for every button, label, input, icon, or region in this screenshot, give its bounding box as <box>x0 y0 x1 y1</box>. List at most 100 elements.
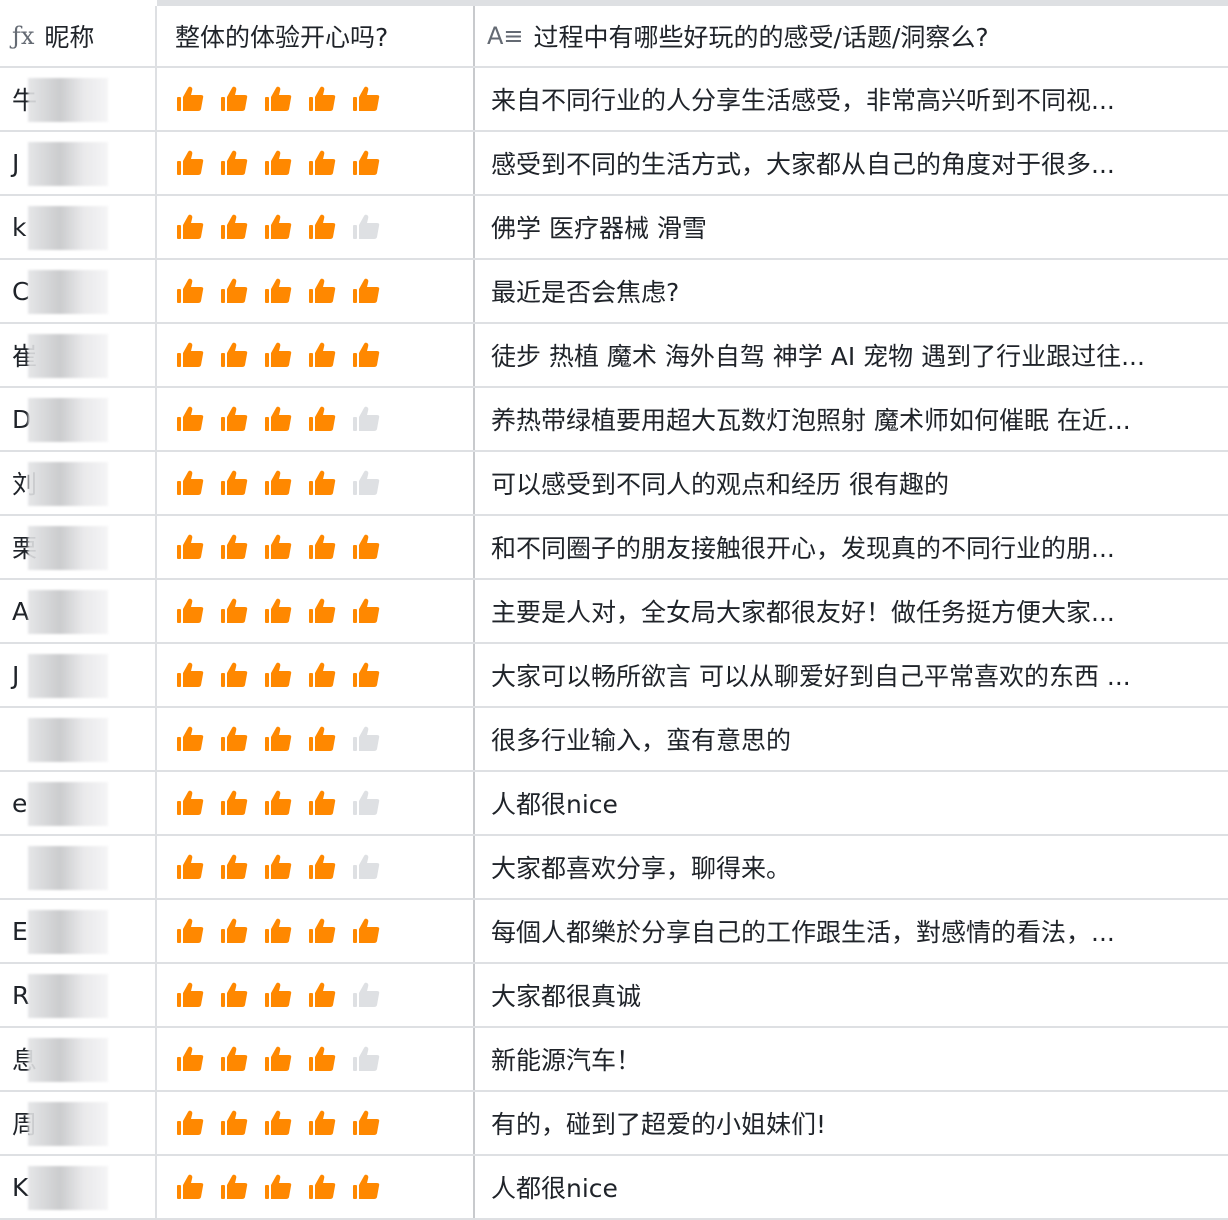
rating-cell[interactable] <box>157 68 475 130</box>
rating-cell[interactable] <box>157 836 475 898</box>
thumb-up-empty-icon[interactable] <box>351 788 381 818</box>
table-row[interactable]: 周 有的，碰到了超爱的小姐妹们! <box>0 1092 1228 1156</box>
thumb-up-filled-icon[interactable] <box>351 1108 381 1138</box>
rating-cell[interactable] <box>157 772 475 834</box>
thumb-up-filled-icon[interactable] <box>175 1108 205 1138</box>
table-row[interactable]: 很多行业输入，蛮有意思的 <box>0 708 1228 772</box>
thumb-up-filled-icon[interactable] <box>175 852 205 882</box>
name-cell[interactable]: E <box>0 900 157 962</box>
text-cell[interactable]: 徒步 热植 魔术 海外自驾 神学 AI 宠物 遇到了行业跟过往... <box>475 324 1228 386</box>
thumb-up-filled-icon[interactable] <box>307 212 337 242</box>
thumb-up-filled-icon[interactable] <box>175 84 205 114</box>
thumb-up-filled-icon[interactable] <box>263 596 293 626</box>
table-row[interactable]: J 感受到不同的生活方式，大家都从自己的角度对于很多... <box>0 132 1228 196</box>
thumb-up-filled-icon[interactable] <box>175 340 205 370</box>
table-row[interactable]: 崔 徒步 热植 魔术 海外自驾 神学 AI 宠物 遇到了行业跟过往... <box>0 324 1228 388</box>
thumb-up-filled-icon[interactable] <box>307 532 337 562</box>
thumb-up-filled-icon[interactable] <box>307 468 337 498</box>
text-cell[interactable]: 每個人都樂於分享自己的工作跟生活，對感情的看法，... <box>475 900 1228 962</box>
text-cell[interactable]: 佛学 医疗器械 滑雪 <box>475 196 1228 258</box>
table-row[interactable]: 大家都喜欢分享，聊得来。 <box>0 836 1228 900</box>
thumb-up-filled-icon[interactable] <box>175 788 205 818</box>
text-cell[interactable]: 可以感受到不同人的观点和经历 很有趣的 <box>475 452 1228 514</box>
table-row[interactable]: k 佛学 医疗器械 滑雪 <box>0 196 1228 260</box>
text-cell[interactable]: 养热带绿植要用超大瓦数灯泡照射 魔术师如何催眠 在近... <box>475 388 1228 450</box>
thumb-up-filled-icon[interactable] <box>263 660 293 690</box>
thumb-up-filled-icon[interactable] <box>263 340 293 370</box>
thumb-up-empty-icon[interactable] <box>351 404 381 434</box>
thumb-up-filled-icon[interactable] <box>307 84 337 114</box>
thumb-up-filled-icon[interactable] <box>219 788 249 818</box>
table-row[interactable]: 栗 和不同圈子的朋友接触很开心，发现真的不同行业的朋... <box>0 516 1228 580</box>
thumb-up-filled-icon[interactable] <box>175 1044 205 1074</box>
thumb-up-filled-icon[interactable] <box>263 788 293 818</box>
name-cell[interactable]: 栗 <box>0 516 157 578</box>
text-cell[interactable]: 很多行业输入，蛮有意思的 <box>475 708 1228 770</box>
thumb-up-filled-icon[interactable] <box>263 1044 293 1074</box>
thumb-up-empty-icon[interactable] <box>351 852 381 882</box>
table-row[interactable]: C 最近是否会焦虑? <box>0 260 1228 324</box>
thumb-up-filled-icon[interactable] <box>219 84 249 114</box>
thumb-up-empty-icon[interactable] <box>351 468 381 498</box>
thumb-up-filled-icon[interactable] <box>175 916 205 946</box>
thumb-up-filled-icon[interactable] <box>263 1172 293 1202</box>
text-cell[interactable]: 感受到不同的生活方式，大家都从自己的角度对于很多... <box>475 132 1228 194</box>
rating-cell[interactable] <box>157 644 475 706</box>
thumb-up-filled-icon[interactable] <box>307 596 337 626</box>
thumb-up-empty-icon[interactable] <box>351 1044 381 1074</box>
thumb-up-filled-icon[interactable] <box>263 916 293 946</box>
rating-cell[interactable] <box>157 324 475 386</box>
thumb-up-filled-icon[interactable] <box>263 468 293 498</box>
thumb-up-filled-icon[interactable] <box>351 916 381 946</box>
thumb-up-filled-icon[interactable] <box>307 852 337 882</box>
table-row[interactable]: 牛 来自不同行业的人分享生活感受，非常高兴听到不同视... <box>0 68 1228 132</box>
thumb-up-filled-icon[interactable] <box>351 340 381 370</box>
thumb-up-filled-icon[interactable] <box>219 532 249 562</box>
thumb-up-filled-icon[interactable] <box>307 788 337 818</box>
table-row[interactable]: e 人都很nice <box>0 772 1228 836</box>
rating-cell[interactable] <box>157 1028 475 1090</box>
thumb-up-filled-icon[interactable] <box>263 404 293 434</box>
thumb-up-filled-icon[interactable] <box>219 980 249 1010</box>
thumb-up-filled-icon[interactable] <box>219 724 249 754</box>
thumb-up-empty-icon[interactable] <box>351 212 381 242</box>
rating-cell[interactable] <box>157 1156 475 1218</box>
text-cell[interactable]: 主要是人对，全女局大家都很友好！做任务挺方便大家... <box>475 580 1228 642</box>
rating-cell[interactable] <box>157 260 475 322</box>
thumb-up-filled-icon[interactable] <box>263 724 293 754</box>
rating-cell[interactable] <box>157 196 475 258</box>
thumb-up-filled-icon[interactable] <box>175 212 205 242</box>
rating-cell[interactable] <box>157 516 475 578</box>
name-cell[interactable]: A <box>0 580 157 642</box>
name-cell[interactable]: 崔 <box>0 324 157 386</box>
thumb-up-filled-icon[interactable] <box>263 84 293 114</box>
thumb-up-filled-icon[interactable] <box>219 212 249 242</box>
thumb-up-filled-icon[interactable] <box>219 852 249 882</box>
name-cell[interactable]: 息 <box>0 1028 157 1090</box>
rating-cell[interactable] <box>157 580 475 642</box>
name-cell[interactable]: D <box>0 388 157 450</box>
thumb-up-filled-icon[interactable] <box>307 276 337 306</box>
text-cell[interactable]: 和不同圈子的朋友接触很开心，发现真的不同行业的朋... <box>475 516 1228 578</box>
thumb-up-filled-icon[interactable] <box>219 596 249 626</box>
table-row[interactable]: K 人都很nice <box>0 1156 1228 1220</box>
thumb-up-filled-icon[interactable] <box>175 980 205 1010</box>
thumb-up-filled-icon[interactable] <box>175 404 205 434</box>
thumb-up-filled-icon[interactable] <box>219 340 249 370</box>
name-cell[interactable]: R <box>0 964 157 1026</box>
thumb-up-filled-icon[interactable] <box>263 852 293 882</box>
rating-cell[interactable] <box>157 708 475 770</box>
thumb-up-filled-icon[interactable] <box>175 724 205 754</box>
thumb-up-filled-icon[interactable] <box>175 1172 205 1202</box>
name-cell[interactable]: J <box>0 132 157 194</box>
text-cell[interactable]: 大家都很真诚 <box>475 964 1228 1026</box>
thumb-up-filled-icon[interactable] <box>263 532 293 562</box>
thumb-up-filled-icon[interactable] <box>307 404 337 434</box>
thumb-up-empty-icon[interactable] <box>351 980 381 1010</box>
thumb-up-filled-icon[interactable] <box>351 148 381 178</box>
thumb-up-filled-icon[interactable] <box>263 1108 293 1138</box>
table-row[interactable]: A 主要是人对，全女局大家都很友好！做任务挺方便大家... <box>0 580 1228 644</box>
thumb-up-filled-icon[interactable] <box>175 468 205 498</box>
thumb-up-filled-icon[interactable] <box>263 980 293 1010</box>
thumb-up-filled-icon[interactable] <box>307 1172 337 1202</box>
